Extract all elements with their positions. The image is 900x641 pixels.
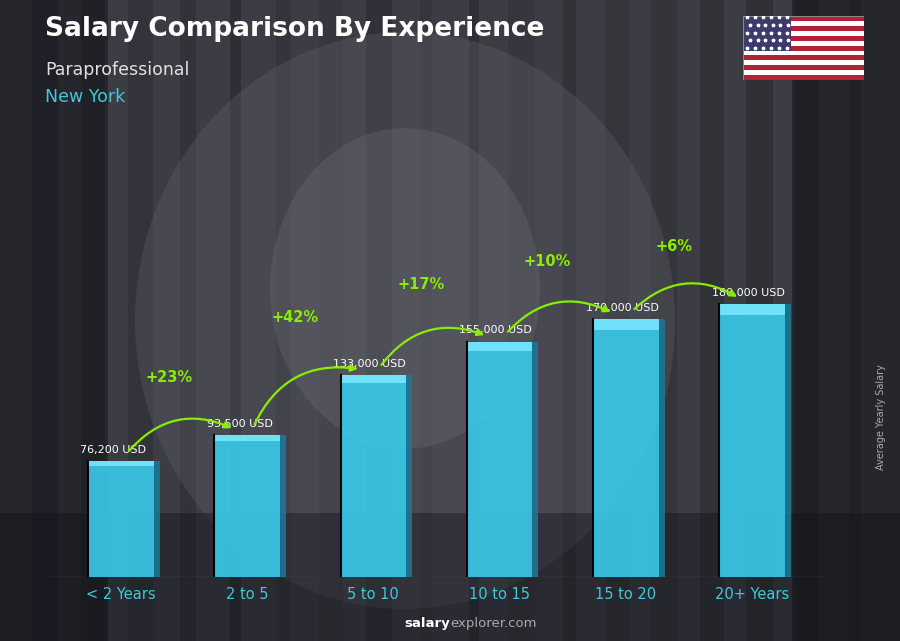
Bar: [410, 0, 442, 641]
Bar: [719, 304, 785, 577]
Bar: [88, 462, 154, 577]
Text: Paraprofessional: Paraprofessional: [45, 61, 189, 79]
Text: Salary Comparison By Experience: Salary Comparison By Experience: [45, 16, 544, 42]
Ellipse shape: [135, 32, 675, 609]
Bar: [742, 65, 864, 71]
Bar: [88, 462, 154, 466]
Bar: [406, 376, 412, 577]
Bar: [719, 304, 785, 315]
Text: +42%: +42%: [272, 310, 319, 326]
Bar: [593, 319, 659, 577]
Bar: [81, 0, 104, 641]
Bar: [506, 0, 537, 641]
Bar: [461, 0, 487, 641]
Bar: [175, 0, 202, 641]
Text: +6%: +6%: [655, 239, 692, 254]
Bar: [742, 21, 864, 26]
Bar: [742, 16, 791, 51]
Bar: [795, 0, 820, 641]
Text: explorer.com: explorer.com: [450, 617, 536, 630]
Bar: [467, 342, 533, 577]
Bar: [792, 0, 900, 641]
Bar: [340, 376, 406, 577]
Bar: [702, 0, 723, 641]
Bar: [659, 0, 670, 641]
Bar: [467, 342, 533, 351]
Text: 133,000 USD: 133,000 USD: [333, 359, 406, 369]
Bar: [742, 26, 864, 31]
Text: 76,200 USD: 76,200 USD: [80, 445, 147, 454]
Bar: [154, 462, 159, 577]
Bar: [752, 0, 768, 641]
Bar: [280, 435, 286, 577]
Text: 180,000 USD: 180,000 USD: [712, 288, 785, 297]
Text: 155,000 USD: 155,000 USD: [459, 326, 532, 335]
Bar: [214, 435, 280, 577]
Bar: [214, 435, 280, 441]
Text: +23%: +23%: [145, 370, 193, 385]
Bar: [593, 319, 659, 329]
Bar: [742, 60, 864, 65]
Bar: [785, 304, 791, 577]
Bar: [560, 0, 578, 641]
Bar: [533, 342, 538, 577]
Text: 170,000 USD: 170,000 USD: [586, 303, 659, 313]
Bar: [269, 0, 297, 641]
Bar: [129, 0, 152, 641]
Bar: [742, 75, 864, 80]
Text: 93,500 USD: 93,500 USD: [207, 419, 273, 429]
Bar: [606, 0, 628, 641]
Bar: [0, 513, 900, 641]
Text: +17%: +17%: [398, 277, 445, 292]
Bar: [742, 56, 864, 60]
Bar: [742, 71, 864, 75]
Text: New York: New York: [45, 88, 125, 106]
Bar: [364, 0, 393, 641]
Text: Average Yearly Salary: Average Yearly Salary: [877, 363, 886, 470]
Bar: [221, 0, 249, 641]
Bar: [742, 16, 864, 21]
Bar: [842, 0, 868, 641]
Bar: [40, 0, 50, 641]
Bar: [0, 0, 108, 641]
Bar: [742, 31, 864, 36]
Bar: [742, 36, 864, 40]
Bar: [742, 40, 864, 46]
Bar: [742, 51, 864, 56]
Text: +10%: +10%: [524, 254, 572, 269]
Ellipse shape: [270, 128, 540, 449]
Text: salary: salary: [404, 617, 450, 630]
Bar: [323, 0, 338, 641]
Bar: [340, 376, 406, 383]
Bar: [659, 319, 665, 577]
Bar: [742, 46, 864, 51]
